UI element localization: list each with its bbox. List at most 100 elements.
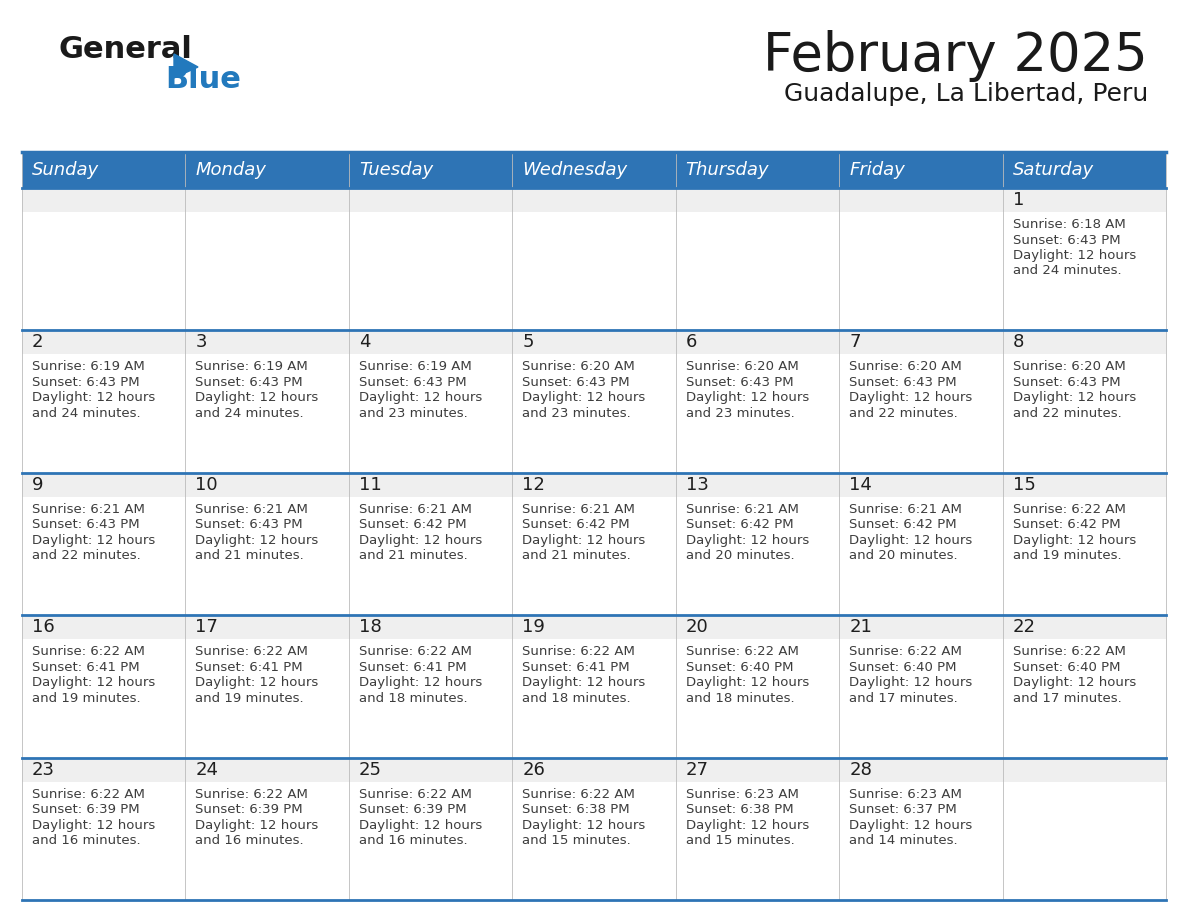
Text: and 22 minutes.: and 22 minutes. [849,407,958,420]
Text: 14: 14 [849,476,872,494]
Text: Daylight: 12 hours: Daylight: 12 hours [1012,533,1136,547]
Text: and 18 minutes.: and 18 minutes. [359,691,468,705]
Text: Daylight: 12 hours: Daylight: 12 hours [196,677,318,689]
Text: Sunrise: 6:22 AM: Sunrise: 6:22 AM [196,645,309,658]
Text: and 19 minutes.: and 19 minutes. [1012,549,1121,563]
Text: and 17 minutes.: and 17 minutes. [1012,691,1121,705]
Text: Sunrise: 6:22 AM: Sunrise: 6:22 AM [32,788,145,800]
Text: and 22 minutes.: and 22 minutes. [32,549,140,563]
Bar [23,615,185,639]
Text: and 24 minutes.: and 24 minutes. [196,407,304,420]
Text: Daylight: 12 hours: Daylight: 12 hours [849,391,973,405]
Bar [676,615,839,757]
Bar [23,757,185,900]
Text: Sunset: 6:40 PM: Sunset: 6:40 PM [685,661,794,674]
Bar [512,188,676,212]
Text: February 2025: February 2025 [763,30,1148,82]
Bar [839,473,1003,497]
Bar [512,330,676,473]
Text: Sunrise: 6:22 AM: Sunrise: 6:22 AM [523,788,636,800]
Bar [1003,615,1165,757]
Text: Sunset: 6:43 PM: Sunset: 6:43 PM [32,375,140,389]
Text: Sunset: 6:43 PM: Sunset: 6:43 PM [196,375,303,389]
Text: Sunrise: 6:22 AM: Sunrise: 6:22 AM [32,645,145,658]
Bar [349,188,512,212]
Text: Sunset: 6:39 PM: Sunset: 6:39 PM [196,803,303,816]
Text: Sunset: 6:38 PM: Sunset: 6:38 PM [523,803,630,816]
Text: Daylight: 12 hours: Daylight: 12 hours [685,533,809,547]
Text: Sunrise: 6:21 AM: Sunrise: 6:21 AM [523,503,636,516]
Text: Sunrise: 6:19 AM: Sunrise: 6:19 AM [32,361,145,374]
Text: 24: 24 [196,761,219,778]
Text: Sunset: 6:42 PM: Sunset: 6:42 PM [359,519,467,532]
Bar [1003,330,1165,354]
Text: and 16 minutes.: and 16 minutes. [196,834,304,847]
Bar [676,188,839,330]
Text: Sunrise: 6:21 AM: Sunrise: 6:21 AM [32,503,145,516]
Bar [185,757,349,781]
Text: Sunset: 6:43 PM: Sunset: 6:43 PM [196,519,303,532]
Text: Sunset: 6:43 PM: Sunset: 6:43 PM [685,375,794,389]
Text: Sunset: 6:41 PM: Sunset: 6:41 PM [359,661,467,674]
Bar [185,188,349,212]
Text: 17: 17 [196,618,219,636]
Bar [185,757,349,900]
Text: 6: 6 [685,333,697,352]
Bar [1003,757,1165,781]
Text: General: General [58,35,192,64]
Text: 1: 1 [1012,191,1024,209]
Text: Daylight: 12 hours: Daylight: 12 hours [196,533,318,547]
Bar [349,615,512,757]
Text: 22: 22 [1012,618,1036,636]
Text: Daylight: 12 hours: Daylight: 12 hours [1012,391,1136,405]
Text: Sunset: 6:40 PM: Sunset: 6:40 PM [849,661,956,674]
Text: Sunrise: 6:23 AM: Sunrise: 6:23 AM [685,788,798,800]
Bar [512,757,676,900]
Bar [839,330,1003,354]
Text: Daylight: 12 hours: Daylight: 12 hours [685,819,809,832]
Bar [839,188,1003,330]
Bar [185,473,349,497]
Text: Daylight: 12 hours: Daylight: 12 hours [32,677,156,689]
Text: 28: 28 [849,761,872,778]
Text: 9: 9 [32,476,44,494]
Text: Thursday: Thursday [685,161,769,179]
Bar [1003,188,1165,212]
Text: 12: 12 [523,476,545,494]
Bar [349,615,512,639]
Text: 16: 16 [32,618,55,636]
Text: and 16 minutes.: and 16 minutes. [359,834,468,847]
Bar [1003,757,1165,900]
Text: 19: 19 [523,618,545,636]
Text: and 15 minutes.: and 15 minutes. [685,834,795,847]
Text: Sunset: 6:43 PM: Sunset: 6:43 PM [523,375,630,389]
Text: and 23 minutes.: and 23 minutes. [523,407,631,420]
Text: and 23 minutes.: and 23 minutes. [359,407,468,420]
Text: Daylight: 12 hours: Daylight: 12 hours [849,533,973,547]
Text: Friday: Friday [849,161,905,179]
Bar [839,757,1003,900]
Bar [23,473,185,497]
Text: 5: 5 [523,333,533,352]
Bar [1003,152,1165,188]
Bar [839,473,1003,615]
Bar [23,615,185,757]
Bar [512,330,676,354]
Text: Daylight: 12 hours: Daylight: 12 hours [1012,249,1136,262]
Bar [676,615,839,639]
Bar [512,152,676,188]
Text: Daylight: 12 hours: Daylight: 12 hours [32,819,156,832]
Text: Wednesday: Wednesday [523,161,627,179]
Text: Sunrise: 6:22 AM: Sunrise: 6:22 AM [359,788,472,800]
Bar [185,330,349,473]
Text: Sunrise: 6:18 AM: Sunrise: 6:18 AM [1012,218,1125,231]
Bar [512,757,676,781]
Text: and 21 minutes.: and 21 minutes. [523,549,631,563]
Text: and 18 minutes.: and 18 minutes. [523,691,631,705]
Text: 23: 23 [32,761,55,778]
Bar [676,330,839,473]
Bar [23,757,185,781]
Text: and 22 minutes.: and 22 minutes. [1012,407,1121,420]
Text: Sunset: 6:43 PM: Sunset: 6:43 PM [849,375,956,389]
Bar [512,473,676,615]
